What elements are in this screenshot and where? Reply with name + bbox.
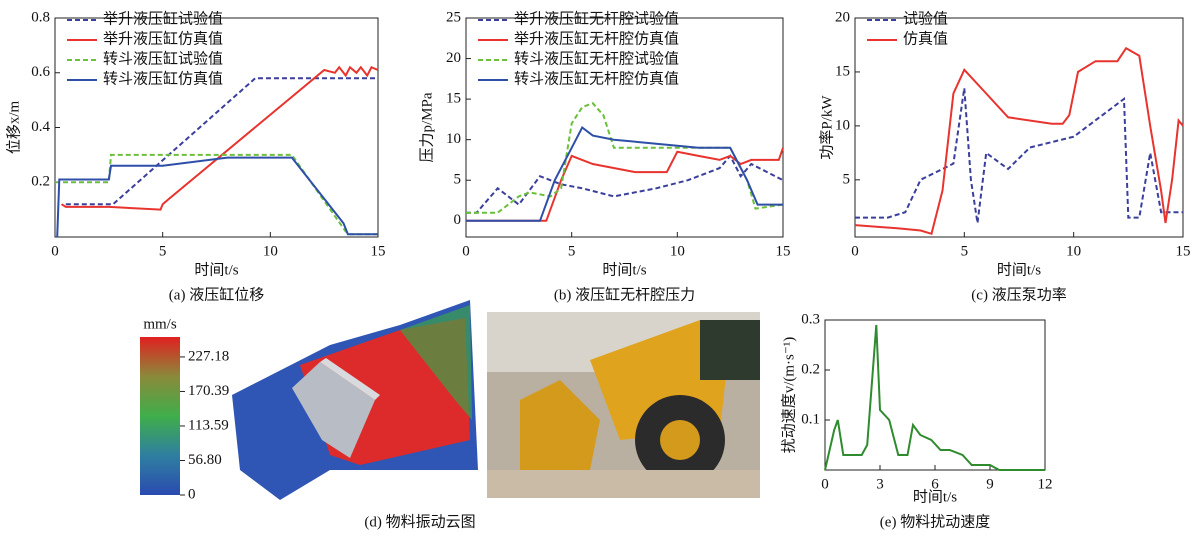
x-tick-label: 0 [462,243,470,259]
x-axis-label: 时间t/s [997,261,1041,278]
series-line [66,78,378,204]
y-tick-label: 0.1 [801,411,820,427]
x-tick-label: 10 [670,243,685,259]
legend-label: 转斗液压缸试验值 [103,49,223,67]
x-tick-label: 10 [263,243,278,259]
point-cloud-image [232,300,478,500]
x-tick-label: 0 [51,243,59,259]
series-line [57,158,378,237]
x-tick-label: 10 [1066,243,1081,259]
colorbar-unit: mm/s [143,316,177,332]
caption: (c) 液压泵功率 [971,286,1066,303]
y-tick-label: 25 [446,9,461,25]
series-line [466,128,783,221]
y-tick-label: 15 [446,91,461,107]
caption: (e) 物料扰动速度 [880,513,990,530]
y-axis-label: 压力p/MPa [418,92,435,162]
colorbar-tick-label: 227.18 [188,348,229,364]
series-line [62,67,379,209]
legend-label: 试验值 [903,10,948,27]
legend-label: 举升液压缸试验值 [103,9,223,27]
colorbar [140,337,180,495]
colorbar-tick-label: 113.59 [188,417,229,433]
y-tick-label: 5 [843,171,851,187]
series-line [466,156,783,213]
colorbar-tick-label: 0 [188,486,196,502]
caption: (a) 液压缸位移 [169,285,264,303]
x-tick-label: 15 [1176,243,1191,259]
legend-label: 转斗液压缸仿真值 [103,69,223,87]
loader-photo [487,312,760,498]
series-line [825,325,1045,470]
y-tick-label: 0.4 [31,119,50,135]
series-line [855,48,1183,234]
y-tick-label: 0.8 [31,9,50,25]
x-axis-label: 时间t/s [194,261,238,278]
y-tick-label: 10 [446,131,461,147]
x-tick-label: 0 [821,476,829,492]
y-tick-label: 20 [446,50,461,66]
x-tick-label: 9 [986,476,994,492]
colorbar-tick-label: 170.39 [188,383,229,399]
legend-label: 仿真值 [903,29,948,47]
figure: mm/s (d) 物料振动云图 0 5 10 15 0.2 0.4 0.6 0.8 时间t/s 位… [0,0,1204,537]
y-tick-label: 0.3 [801,311,820,327]
y-tick-label: 0.6 [31,64,50,80]
x-tick-label: 15 [371,243,386,259]
colorbar-tick-label: 56.80 [188,452,222,468]
legend-label: 转斗液压缸无杆腔仿真值 [514,69,679,87]
y-axis-label: 功率P/kW [818,95,835,160]
y-tick-label: 10 [835,117,850,133]
plot-frame [825,320,1045,470]
y-axis-label: 位移x/m [5,101,22,155]
x-tick-label: 0 [851,243,859,259]
x-tick-label: 5 [568,243,576,259]
x-tick-label: 5 [159,243,167,259]
legend-label: 举升液压缸无杆腔试验值 [514,9,679,27]
y-tick-label: 0 [454,212,462,228]
caption: (b) 液压缸无杆腔压力 [554,285,695,303]
legend-label: 转斗液压缸无杆腔试验值 [514,49,679,67]
x-axis-label: 时间t/s [602,261,646,278]
y-tick-label: 20 [835,9,850,25]
x-tick-label: 5 [961,243,969,259]
y-tick-label: 15 [835,63,850,79]
legend-label: 举升液压缸仿真值 [103,29,223,47]
series-line [55,155,378,234]
y-axis-label: 扰动速度v/(m·s⁻¹) [780,337,797,454]
y-tick-label: 0.2 [801,361,820,377]
x-tick-label: 12 [1038,476,1053,492]
plot-frame [855,18,1183,237]
y-tick-label: 0.2 [31,174,50,190]
x-tick-label: 15 [776,243,791,259]
series-line [855,88,1183,223]
x-tick-label: 3 [876,476,884,492]
legend-label: 举升液压缸无杆腔仿真值 [514,29,679,47]
y-tick-label: 5 [454,172,462,188]
x-axis-label: 时间t/s [913,488,957,505]
caption: (d) 物料振动云图 [364,513,475,530]
